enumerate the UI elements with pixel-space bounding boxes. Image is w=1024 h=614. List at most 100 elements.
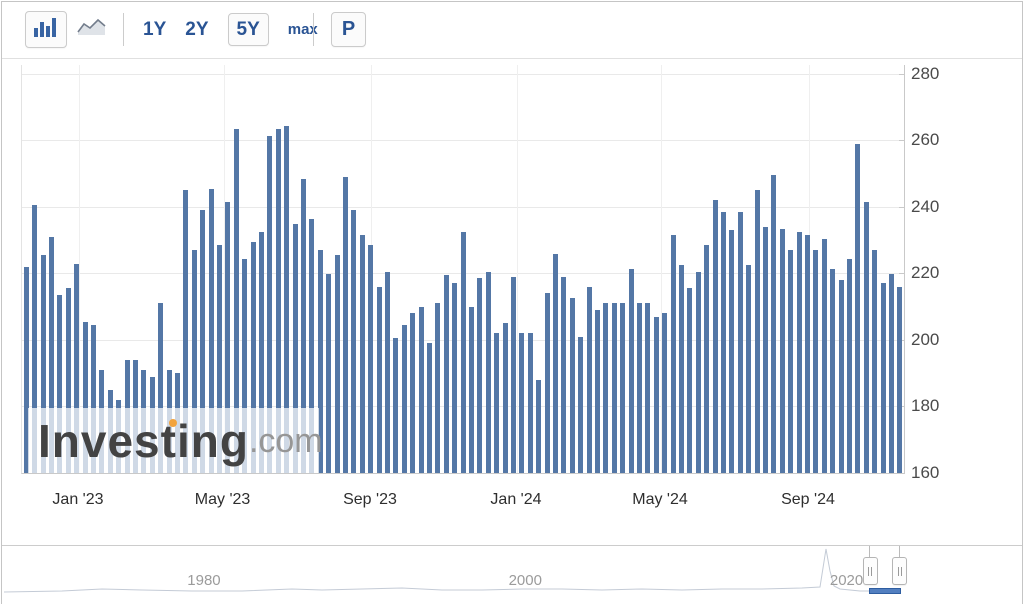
range-button-2Y[interactable]: 2Y <box>185 18 209 40</box>
bar <box>620 303 626 473</box>
bar <box>561 276 567 473</box>
bar <box>460 231 466 473</box>
bar <box>704 245 710 473</box>
bar-chart-type-button[interactable] <box>25 11 67 48</box>
bar <box>359 235 365 473</box>
bar <box>401 325 407 473</box>
chart-area: Investing .com 280 260 240 220 200 180 160 Jan … <box>2 58 1022 546</box>
v-gridline <box>661 65 662 473</box>
bar <box>368 245 374 473</box>
toolbar: 1Y 2Y 5Y max P <box>2 2 1022 58</box>
navigator-year-label: 1980 <box>187 572 221 589</box>
bar <box>855 143 861 473</box>
bar <box>821 238 827 473</box>
bar <box>485 271 491 473</box>
bar <box>880 283 886 473</box>
y-tickmark <box>899 273 904 275</box>
watermark-suffix: .com <box>248 421 323 460</box>
watermark-brand: Investing <box>38 414 249 467</box>
y-axis-label: 240 <box>911 196 940 216</box>
bar <box>830 268 836 473</box>
x-axis-label: Sep '23 <box>343 491 397 508</box>
compare-p-button[interactable]: P <box>331 12 366 47</box>
bar <box>662 313 668 473</box>
watermark-orange-dot-icon <box>169 419 177 427</box>
bar <box>544 293 550 473</box>
bar <box>552 253 558 473</box>
bar <box>628 268 634 473</box>
range-button-max[interactable]: max <box>287 20 318 38</box>
timeline-navigator[interactable]: 1980 2000 2020 <box>2 545 1022 604</box>
bar <box>687 288 693 473</box>
area-chart-type-button[interactable] <box>72 11 112 46</box>
bar <box>477 278 483 473</box>
bar <box>191 250 197 473</box>
range-buttons: 1Y 2Y 5Y max <box>143 11 318 47</box>
bar <box>888 273 894 473</box>
y-axis-label: 280 <box>911 63 940 83</box>
right-handle-hairline <box>898 546 900 558</box>
y-axis-label: 180 <box>911 396 940 416</box>
bar <box>23 266 29 473</box>
bar <box>334 255 340 473</box>
bar <box>158 303 164 473</box>
bar <box>897 286 903 473</box>
y-tickmark <box>899 206 904 208</box>
toolbar-divider-2 <box>313 13 314 46</box>
bar <box>326 273 332 473</box>
y-axis-label: 260 <box>911 130 940 150</box>
bar <box>435 303 441 473</box>
toolbar-divider <box>123 13 124 46</box>
bar <box>300 178 306 473</box>
bar <box>74 263 80 473</box>
bar <box>317 250 323 473</box>
bar <box>519 333 525 473</box>
bar <box>284 125 290 473</box>
bar <box>292 223 298 473</box>
bar <box>712 200 718 473</box>
bar <box>393 338 399 473</box>
bar <box>788 250 794 473</box>
bar <box>670 235 676 473</box>
h-gridline <box>22 140 904 142</box>
bar <box>216 245 222 473</box>
bar <box>225 202 231 473</box>
watermark: Investing .com <box>28 408 323 473</box>
bar <box>267 135 273 473</box>
y-tickmark <box>899 473 904 474</box>
navigator-right-handle[interactable] <box>892 557 908 585</box>
bar <box>838 280 844 473</box>
bar <box>65 288 71 473</box>
bar <box>233 128 239 473</box>
navigator-sparkline <box>3 548 901 593</box>
bar <box>200 210 206 473</box>
y-tickmark <box>899 140 904 142</box>
bar <box>872 250 878 473</box>
bar <box>578 336 584 473</box>
navigator-selection-thumb[interactable] <box>869 588 901 594</box>
bar <box>729 230 735 473</box>
bar <box>384 271 390 473</box>
bar <box>351 210 357 473</box>
bar <box>510 276 516 473</box>
bar <box>242 258 248 473</box>
range-button-1Y[interactable]: 1Y <box>143 18 167 40</box>
bar <box>309 218 315 473</box>
bar <box>275 128 281 473</box>
bar <box>376 286 382 473</box>
y-axis-label: 220 <box>911 263 940 283</box>
bar <box>771 175 777 473</box>
bar <box>250 241 256 473</box>
bar <box>678 265 684 473</box>
x-axis-label: May '24 <box>632 491 688 508</box>
bar <box>720 211 726 473</box>
bar <box>594 310 600 473</box>
bar <box>611 303 617 473</box>
bar <box>258 231 264 473</box>
bar-chart-icon <box>33 16 59 43</box>
plot-area[interactable]: Investing .com <box>21 65 905 474</box>
navigator-left-handle[interactable] <box>862 557 878 585</box>
range-button-5Y[interactable]: 5Y <box>227 12 269 46</box>
bar <box>443 275 449 473</box>
